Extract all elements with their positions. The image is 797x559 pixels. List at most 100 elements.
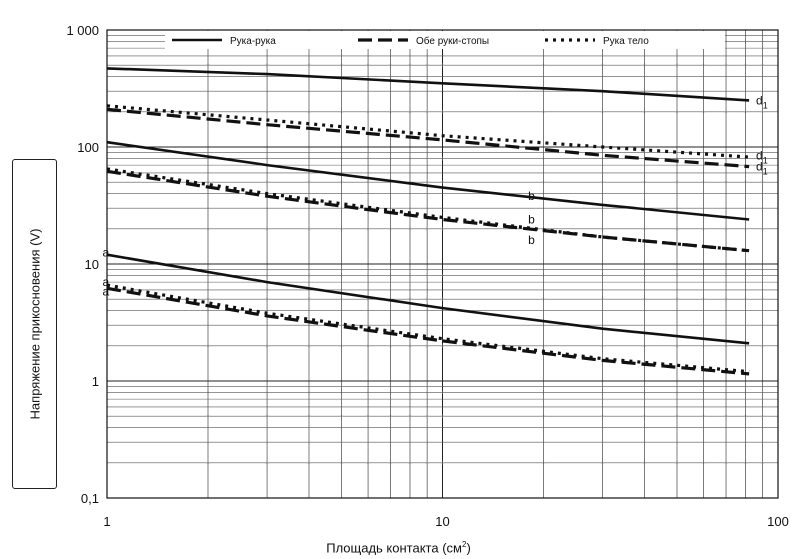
grid-cross-marker	[701, 273, 706, 278]
grid-cross-marker	[642, 460, 647, 465]
grid-cross-marker	[366, 156, 371, 161]
grid-cross-marker	[407, 226, 412, 231]
grid-cross-marker	[724, 226, 729, 231]
grid	[106, 30, 778, 499]
grid-cross-marker	[743, 460, 748, 465]
grid-cross-marker	[205, 226, 210, 231]
y-tick-label: 0,1	[81, 491, 99, 506]
grid-cross-marker	[760, 273, 765, 278]
grid-cross-marker	[265, 414, 270, 419]
grid-cross-marker	[265, 273, 270, 278]
grid-cross-marker	[306, 273, 311, 278]
grid-cross-marker	[642, 109, 647, 114]
grid-cross-marker	[541, 273, 546, 278]
grid-cross-marker	[339, 460, 344, 465]
grid-cross-marker	[600, 414, 605, 419]
grid-cross-marker	[760, 460, 765, 465]
grid-cross-marker	[675, 297, 680, 302]
grid-cross-marker	[407, 297, 412, 302]
grid-cross-marker	[339, 180, 344, 185]
curve-label: a	[103, 246, 110, 260]
grid-cross-marker	[440, 273, 445, 278]
grid-cross-marker	[339, 109, 344, 114]
grid-cross-marker	[205, 343, 210, 348]
grid-cross-marker	[265, 180, 270, 185]
grid-cross-marker	[701, 226, 706, 231]
grid-cross-marker	[205, 414, 210, 419]
grid-cross-marker	[265, 343, 270, 348]
grid-cross-marker	[306, 226, 311, 231]
grid-cross-marker	[701, 460, 706, 465]
grid-cross-marker	[407, 109, 412, 114]
series-line-solid-b	[106, 140, 750, 221]
grid-cross-marker	[265, 390, 270, 395]
series-group	[106, 67, 750, 376]
legend-label: Обе руки-стопы	[416, 35, 489, 47]
grid-cross-marker	[440, 390, 445, 395]
y-tick-label: 1	[92, 374, 99, 389]
y-tick-label: 100	[77, 140, 99, 155]
grid-cross-marker	[265, 226, 270, 231]
grid-cross-marker	[701, 343, 706, 348]
grid-cross-marker	[339, 156, 344, 161]
grid-cross-marker	[724, 343, 729, 348]
grid-cross-marker	[600, 109, 605, 114]
grid-cross-marker	[642, 63, 647, 68]
grid-cross-marker	[760, 180, 765, 185]
grid-cross-marker	[425, 343, 430, 348]
grid-cross-marker	[642, 414, 647, 419]
grid-cross-marker	[407, 156, 412, 161]
grid-cross-marker	[600, 63, 605, 68]
grid-cross-marker	[642, 273, 647, 278]
legend-background	[165, 31, 725, 49]
grid-cross-marker	[642, 226, 647, 231]
grid-cross-marker	[724, 460, 729, 465]
grid-cross-marker	[339, 343, 344, 348]
grid-cross-marker	[425, 109, 430, 114]
grid-cross-marker	[743, 226, 748, 231]
y-tick-label: 1 000	[66, 23, 99, 38]
grid-cross-marker	[425, 156, 430, 161]
grid-cross-marker	[339, 273, 344, 278]
grid-cross-marker	[760, 297, 765, 302]
grid-cross-marker	[760, 39, 765, 44]
grid-cross-marker	[675, 343, 680, 348]
plot-frame	[106, 29, 779, 499]
grid-cross-marker	[600, 180, 605, 185]
curve-label: b	[528, 189, 535, 203]
grid-cross-marker	[541, 297, 546, 302]
grid-cross-marker	[440, 180, 445, 185]
grid-cross-marker	[724, 273, 729, 278]
grid-cross-marker	[724, 414, 729, 419]
grid-cross-marker	[541, 343, 546, 348]
grid-cross-marker	[265, 156, 270, 161]
grid-cross-marker	[541, 63, 546, 68]
grid-cross-marker	[724, 63, 729, 68]
grid-cross-marker	[440, 109, 445, 114]
grid-cross-marker	[440, 63, 445, 68]
grid-cross-marker	[675, 273, 680, 278]
grid-cross-marker	[724, 180, 729, 185]
grid-cross-marker	[425, 273, 430, 278]
curve-label: d1	[756, 93, 768, 110]
grid-cross-marker	[366, 273, 371, 278]
grid-cross-marker	[701, 390, 706, 395]
grid-cross-marker	[440, 414, 445, 419]
x-axis-unit-close: )	[466, 540, 471, 556]
grid-cross-marker	[743, 63, 748, 68]
grid-cross-marker	[701, 109, 706, 114]
grid-cross-marker	[388, 109, 393, 114]
grid-cross-marker	[339, 63, 344, 68]
curve-label-subscript: 1	[763, 155, 768, 165]
grid-cross-marker	[743, 343, 748, 348]
grid-cross-marker	[760, 390, 765, 395]
y-tick-label: 10	[85, 257, 99, 272]
grid-cross-marker	[675, 180, 680, 185]
grid-cross-marker	[600, 460, 605, 465]
series-line-dashed-a	[106, 286, 750, 376]
grid-cross-marker	[425, 297, 430, 302]
grid-cross-marker	[366, 180, 371, 185]
grid-cross-marker	[600, 297, 605, 302]
grid-cross-marker	[675, 460, 680, 465]
